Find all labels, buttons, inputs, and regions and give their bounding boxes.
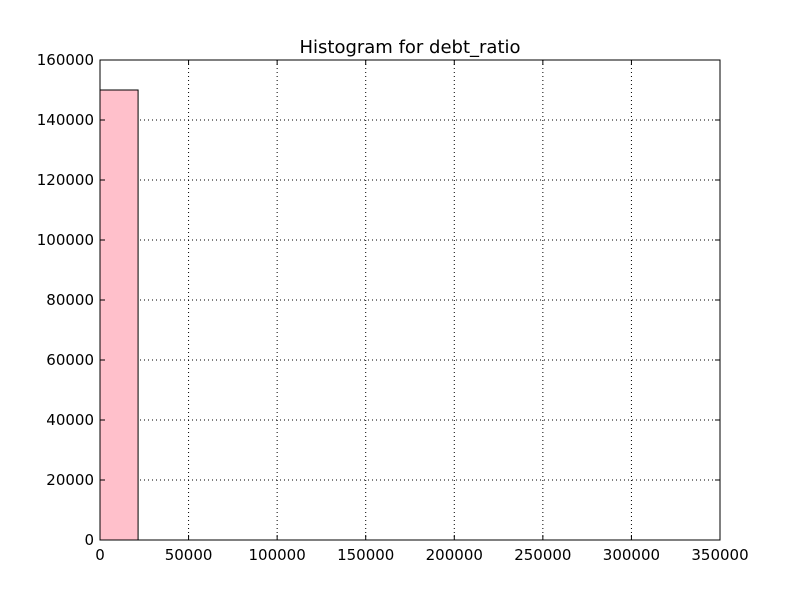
y-tick-label: 160000 bbox=[37, 51, 94, 69]
y-tick-label: 60000 bbox=[46, 351, 94, 369]
x-tick-label: 50000 bbox=[165, 546, 213, 564]
x-tick-labels: 0 50000 100000 150000 200000 250000 300000 3500… bbox=[95, 546, 748, 564]
x-tick-label: 150000 bbox=[337, 546, 394, 564]
y-tick-label: 0 bbox=[84, 531, 94, 549]
x-tick-label: 0 bbox=[95, 546, 105, 564]
x-tick-label: 250000 bbox=[514, 546, 571, 564]
axis-ticks bbox=[99, 59, 721, 541]
histogram-bars bbox=[99, 89, 139, 541]
y-tick-label: 120000 bbox=[37, 171, 94, 189]
chart-title: Histogram for debt_ratio bbox=[299, 37, 520, 58]
x-tick-label: 200000 bbox=[426, 546, 483, 564]
y-tick-label: 40000 bbox=[46, 411, 94, 429]
x-tick-label: 300000 bbox=[603, 546, 660, 564]
x-tick-label: 100000 bbox=[249, 546, 306, 564]
histogram-bar bbox=[99, 89, 139, 541]
y-tick-label: 100000 bbox=[37, 231, 94, 249]
grid-lines bbox=[100, 60, 720, 540]
y-tick-label: 20000 bbox=[46, 471, 94, 489]
x-tick-label: 350000 bbox=[691, 546, 748, 564]
y-tick-label: 140000 bbox=[37, 111, 94, 129]
y-tick-label: 80000 bbox=[46, 291, 94, 309]
y-tick-labels: 0 20000 40000 60000 80000 100000 120000 140000 1… bbox=[37, 51, 94, 549]
